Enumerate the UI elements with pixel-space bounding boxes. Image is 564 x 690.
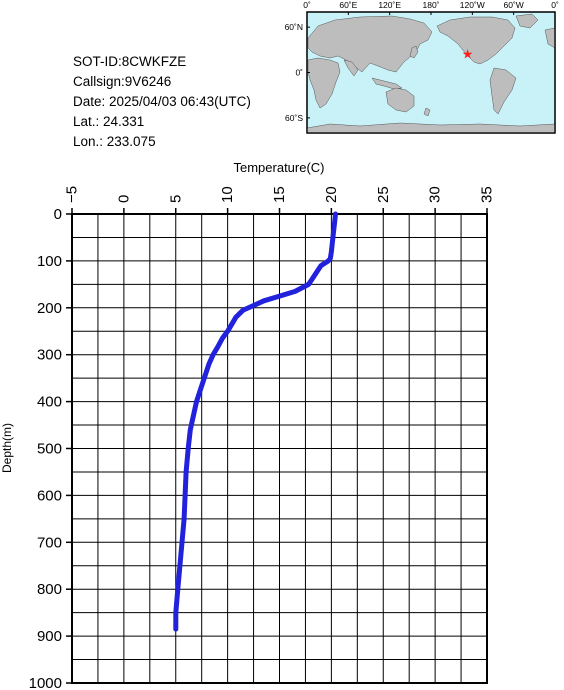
land-nz [423,107,431,117]
position-marker-icon: ★ [462,47,474,62]
y-tick-label: 400 [37,394,62,411]
callsign: Callsign:9V6246 [73,74,172,89]
temperature-profile-line [173,211,338,632]
chart-grid [71,213,488,684]
x-tick-label: 10 [219,186,236,203]
map-lat-label: 0˚ [295,68,303,78]
float-info-panel: SOT-ID:8CWKFZE Callsign:9V6246 Date: 202… [73,52,251,152]
y-tick-label: 300 [37,347,62,364]
land-south-america [489,67,517,115]
map-lon-label: 120˚W [460,0,485,10]
x-tick-label: 25 [375,186,392,203]
y-tick-label: 100 [37,253,62,270]
map-lon-label: 60˚E [339,0,357,10]
y-tick-label: 200 [37,300,62,317]
x-tick-label: 15 [271,186,288,203]
land-japan [409,45,419,59]
y-tick-label: 700 [37,534,62,551]
longitude: Lon.: 233.075 [73,134,156,149]
map-lon-label: 0˚ [303,0,311,10]
x-axis-label: Temperature(C) [233,160,324,175]
y-axis: 0 100 200 300 400 500 600 700 800 900 1000 [29,206,72,690]
x-tick-label: −5 [64,186,81,203]
land-australia [385,87,415,113]
x-tick-label: 5 [167,195,184,203]
y-tick-label: 1000 [29,675,62,690]
map-lon-label: 180˚ [422,0,439,10]
y-tick-label: 600 [37,487,62,504]
map-lon-label: 120˚E [378,0,401,10]
map-lat-label: 60˚N [285,22,303,32]
map-lon-label: 0˚ [551,0,559,10]
profile-chart: −5 0 5 10 15 20 25 30 35 01002003004005006007008… [0,160,496,690]
map-lon-label: 60˚W [504,0,524,10]
map-land [306,13,556,134]
sot-id: SOT-ID:8CWKFZE [73,54,187,69]
y-tick-label: 0 [54,206,62,223]
x-tick-label: 35 [479,186,496,203]
world-map: 0˚ 60˚E 120˚E 180˚ 120˚W 60˚W 0˚ 60˚N 0˚ 60˚S ★ [285,0,559,134]
land-greenland [515,13,539,29]
land-north-america [436,16,516,65]
y-axis-label: Depth(m) [0,423,14,473]
land-indonesia [371,77,403,90]
x-tick-label: 30 [427,186,444,203]
latitude: Lat.: 24.331 [73,114,145,129]
y-tick-label: 900 [37,628,62,645]
map-ticks [306,12,556,119]
x-axis: −5 0 5 10 15 20 25 30 35 [64,186,496,214]
y-tick-label: 500 [37,441,62,458]
map-lat-labels: 60˚N 0˚ 60˚S [285,22,304,123]
land-india [343,59,359,77]
map-lon-labels: 0˚ 60˚E 120˚E 180˚ 120˚W 60˚W 0˚ [303,0,559,10]
land-africa [307,57,341,109]
x-tick-label: 0 [115,195,132,203]
observation-date: Date: 2025/04/03 06:43(UTC) [73,94,251,109]
map-lat-label: 60˚S [285,113,303,123]
x-tick-label: 20 [323,186,340,203]
y-tick-label: 800 [37,581,62,598]
land-eurasia [307,15,433,73]
